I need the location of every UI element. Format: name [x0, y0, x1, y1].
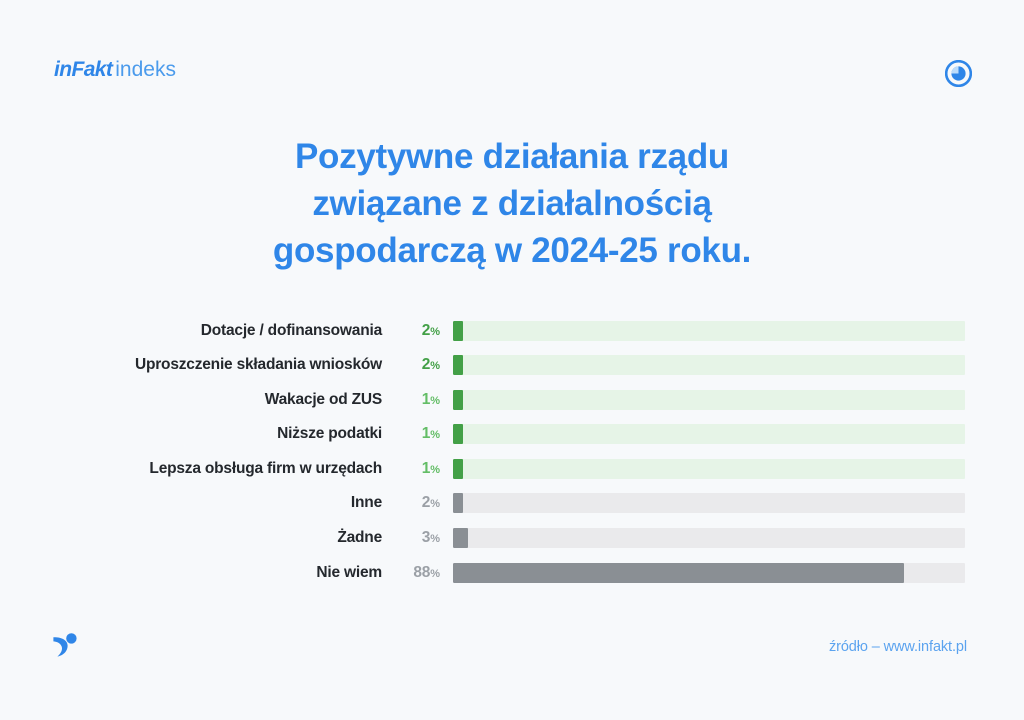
- chart-row-value: 1%: [391, 460, 440, 478]
- chart-bar-track: [453, 320, 965, 341]
- chart-bar-fill: [453, 458, 463, 479]
- chart-row-value-number: 1: [421, 459, 431, 477]
- chart-row-label: Nie wiem: [316, 563, 382, 581]
- logo-mark-text: inFakt: [54, 58, 113, 81]
- chart-bar-track: [453, 528, 965, 549]
- chart-row: Żadne 3%: [0, 524, 1024, 553]
- chart-row-label: Lepsza obsługa firm w urzędach: [149, 459, 382, 477]
- chart-row-label: Żadne: [337, 529, 382, 547]
- chart-row: Dotacje / dofinansowania 2%: [0, 316, 1024, 345]
- chart-bar-track: [453, 355, 965, 376]
- chart-bar-fill: [453, 493, 464, 514]
- chart-bar-fill: [453, 528, 469, 549]
- chart-row-label: Uproszczenie składania wniosków: [134, 356, 382, 374]
- chart-row-value-number: 2: [421, 356, 431, 374]
- percent-sign: %: [430, 567, 440, 580]
- chart-row: Nie wiem 88%: [0, 558, 1024, 587]
- chart-row-value: 88%: [391, 564, 440, 582]
- logo-word-text: indeks: [115, 58, 176, 81]
- chart-row-value: 2%: [391, 356, 440, 374]
- chart-row: Uproszczenie składania wniosków 2%: [0, 351, 1024, 380]
- chart-row-label: Wakacje od ZUS: [264, 390, 382, 408]
- chart-row-label: Inne: [350, 494, 382, 512]
- chart-row: Niższe podatki 1%: [0, 420, 1024, 449]
- chart-row-label: Niższe podatki: [277, 425, 382, 443]
- chart-row-value-number: 1: [421, 390, 431, 408]
- percent-sign: %: [430, 533, 440, 546]
- chart-bar-fill: [453, 424, 463, 445]
- chart-row-value: 2%: [391, 494, 440, 512]
- horizontal-bar-chart: Dotacje / dofinansowania 2% Uproszczenie s…: [0, 316, 1024, 593]
- chart-row-value: 1%: [391, 425, 440, 443]
- percent-sign: %: [430, 429, 440, 442]
- chart-row-label: Dotacje / dofinansowania: [200, 321, 382, 339]
- infakt-bird-icon: [48, 628, 82, 662]
- percent-sign: %: [430, 394, 440, 407]
- chart-row-value: 1%: [391, 391, 440, 409]
- chart-row-value-number: 3: [421, 529, 431, 547]
- chart-row-value: 2%: [391, 322, 440, 340]
- infakt-indeks-logo: inFakt indeks: [54, 58, 176, 82]
- title-line-3: gospodarczą w 2024-25 roku.: [272, 231, 752, 270]
- chart-row: Wakacje od ZUS 1%: [0, 385, 1024, 414]
- header: inFakt indeks: [0, 0, 1024, 120]
- chart-bar-track: [453, 493, 965, 514]
- chart-bar-fill: [453, 562, 904, 583]
- page-title: Pozytywne działania rządu związane z dzi…: [0, 133, 1024, 274]
- chart-row: Inne 2%: [0, 489, 1024, 518]
- chart-bar-track: [453, 389, 965, 410]
- chart-bar-track: [453, 424, 965, 445]
- chart-bar-fill: [453, 320, 464, 341]
- title-line-2: związane z działalnością: [312, 184, 712, 223]
- percent-sign: %: [430, 360, 440, 373]
- chart-row: Lepsza obsługa firm w urzędach 1%: [0, 454, 1024, 483]
- chart-row-value-number: 1: [421, 425, 431, 443]
- chart-bar-fill: [453, 355, 464, 376]
- percent-sign: %: [430, 498, 440, 511]
- chart-row-value-number: 2: [421, 321, 431, 339]
- percent-sign: %: [430, 463, 440, 476]
- source-label: źródło – www.infakt.pl: [828, 639, 967, 655]
- chart-row-value-number: 2: [421, 494, 431, 512]
- percent-sign: %: [430, 325, 440, 338]
- chart-bar-fill: [453, 389, 463, 410]
- title-line-1: Pozytywne działania rządu: [295, 137, 729, 176]
- pie-circle-icon: [944, 59, 973, 88]
- chart-bar-track: [453, 458, 965, 479]
- chart-bar-track: [453, 562, 965, 583]
- chart-row-value-number: 88: [413, 563, 431, 581]
- chart-row-value: 3%: [391, 529, 440, 547]
